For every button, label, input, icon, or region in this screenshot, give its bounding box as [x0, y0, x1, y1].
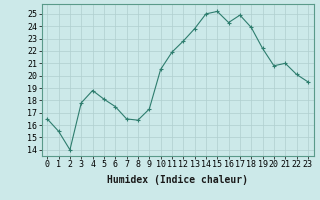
X-axis label: Humidex (Indice chaleur): Humidex (Indice chaleur) [107, 175, 248, 185]
